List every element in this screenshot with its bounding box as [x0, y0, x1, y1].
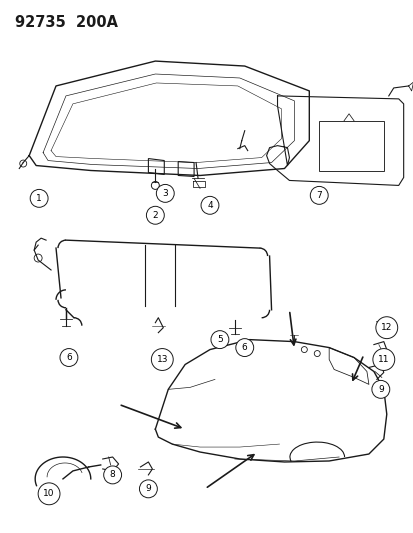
- Bar: [318, 121, 383, 171]
- Circle shape: [235, 338, 253, 357]
- Circle shape: [310, 187, 328, 204]
- Text: 11: 11: [377, 355, 389, 364]
- Text: 3: 3: [162, 189, 168, 198]
- Circle shape: [151, 349, 173, 370]
- Text: 1: 1: [36, 194, 42, 203]
- Circle shape: [139, 480, 157, 498]
- Circle shape: [372, 349, 394, 370]
- Circle shape: [211, 330, 228, 349]
- Circle shape: [38, 483, 60, 505]
- Text: 6: 6: [241, 343, 247, 352]
- Circle shape: [201, 196, 218, 214]
- Text: 7: 7: [316, 191, 321, 200]
- Text: 92735  200A: 92735 200A: [15, 15, 118, 30]
- Text: 13: 13: [156, 355, 168, 364]
- Text: 6: 6: [66, 353, 71, 362]
- Text: 8: 8: [109, 471, 115, 479]
- Text: 12: 12: [380, 323, 392, 332]
- Text: 2: 2: [152, 211, 158, 220]
- Text: 9: 9: [145, 484, 151, 494]
- Circle shape: [60, 349, 78, 367]
- Circle shape: [30, 189, 48, 207]
- Circle shape: [146, 206, 164, 224]
- Circle shape: [375, 317, 397, 338]
- Text: 5: 5: [216, 335, 222, 344]
- Circle shape: [103, 466, 121, 484]
- Text: 9: 9: [377, 385, 383, 394]
- Text: 4: 4: [206, 201, 212, 210]
- Circle shape: [156, 184, 174, 203]
- Circle shape: [371, 381, 389, 398]
- Text: 10: 10: [43, 489, 55, 498]
